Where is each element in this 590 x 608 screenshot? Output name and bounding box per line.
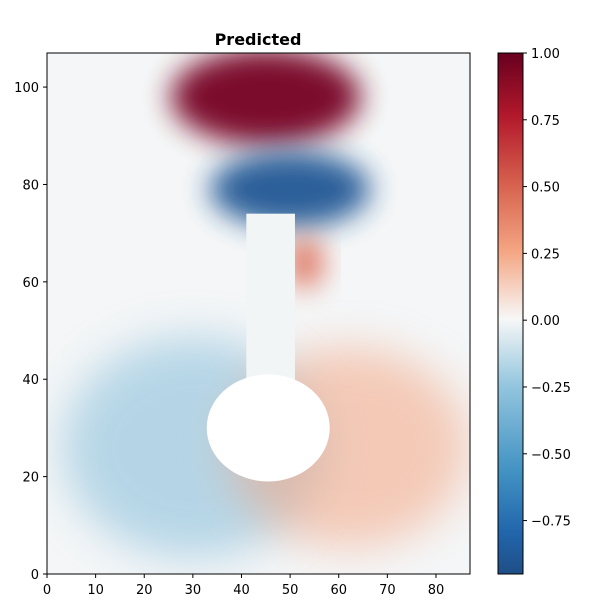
x-tick-label: 40 xyxy=(233,583,250,598)
x-tick-label: 0 xyxy=(43,583,51,598)
colorbar-tick-label: 0.25 xyxy=(531,247,560,262)
colorbar-tick-label: −0.75 xyxy=(531,515,571,530)
y-axis: 0 20 40 60 80 100 xyxy=(14,81,47,583)
heatmap-blob-positive-top-lobe xyxy=(170,53,361,145)
x-tick-label: 10 xyxy=(87,583,104,598)
plot-frame xyxy=(46,52,471,575)
y-tick-label: 100 xyxy=(14,81,39,96)
colorbar-axis: 1.00 0.75 0.50 0.25 0.00 −0.25 −0.50 −0.75 xyxy=(523,47,571,530)
x-tick-label: 30 xyxy=(185,583,202,598)
heatmap-blob-negative-upper-lobe xyxy=(210,151,371,228)
colorbar-tick-label: −0.50 xyxy=(531,448,571,463)
colorbar-tick-label: 0.75 xyxy=(531,114,560,129)
y-tick-label: 60 xyxy=(22,276,39,291)
colorbar-tick-label: −0.25 xyxy=(531,381,571,396)
y-tick-label: 40 xyxy=(22,373,39,388)
x-tick-label: 70 xyxy=(379,583,396,598)
colorbar-tick-label: 0.50 xyxy=(531,181,560,196)
x-tick-label: 20 xyxy=(136,583,153,598)
x-tick-label: 80 xyxy=(428,583,445,598)
y-tick-label: 20 xyxy=(22,471,39,486)
x-tick-label: 60 xyxy=(330,583,347,598)
colorbar-tick-label: 1.00 xyxy=(531,47,560,62)
chart-title: Predicted xyxy=(215,30,302,49)
mask-disc xyxy=(206,374,330,482)
y-tick-label: 80 xyxy=(22,178,39,193)
x-axis: 0 10 20 30 40 50 60 70 80 xyxy=(43,574,444,598)
colorbar xyxy=(497,52,524,575)
y-tick-label: 0 xyxy=(31,568,39,583)
x-tick-label: 50 xyxy=(282,583,299,598)
mask-body xyxy=(206,213,330,482)
heatmap-blob-positive-small-lobe xyxy=(286,236,323,289)
colorbar-tick-label: 0.00 xyxy=(531,314,560,329)
heatmap-field xyxy=(47,53,470,574)
